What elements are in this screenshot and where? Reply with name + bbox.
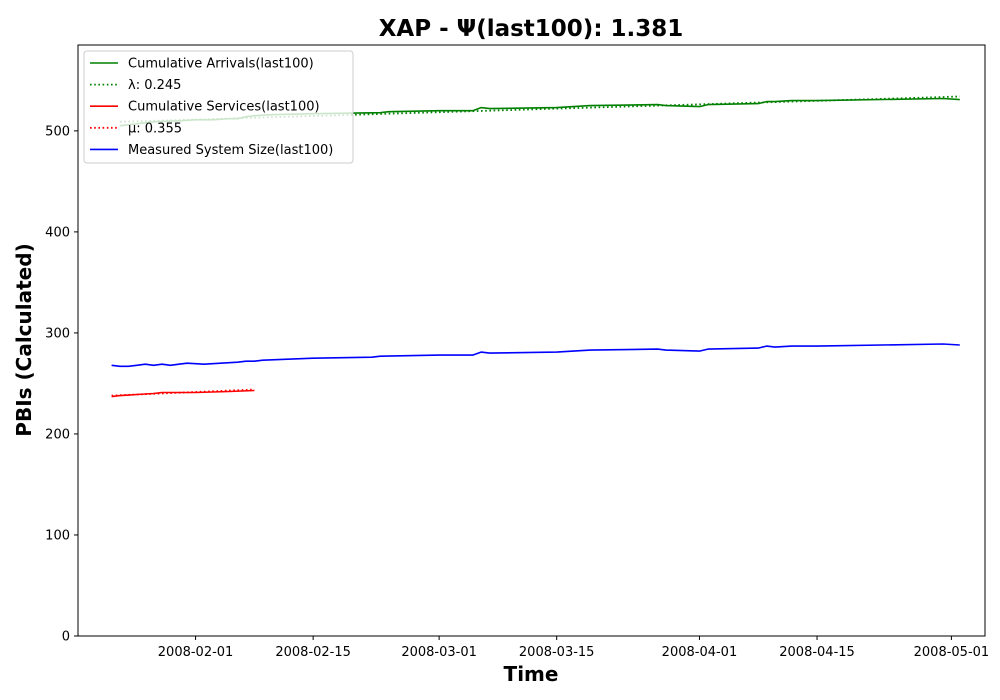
legend-label: Cumulative Services(last100) (128, 100, 320, 115)
x-axis-title: Time (504, 662, 559, 686)
x-tick-label: 2008-04-15 (779, 645, 855, 660)
y-tick-label: 500 (45, 124, 70, 139)
y-tick-label: 100 (45, 528, 70, 543)
legend-label: Measured System Size(last100) (128, 143, 333, 158)
x-axis: 2008-02-01 2008-02-15 2008-03-01 2008-03-15… (158, 636, 989, 660)
legend: Cumulative Arrivals(last100) λ: 0.245 Cumu… (83, 50, 354, 164)
legend-label: λ: 0.245 (128, 78, 181, 93)
y-tick-label: 200 (45, 427, 70, 442)
plot-frame (77, 44, 986, 637)
y-tick-label: 300 (45, 326, 70, 341)
x-tick-label: 2008-03-01 (401, 645, 477, 660)
y-tick-label: 400 (45, 225, 70, 240)
x-tick-label: 2008-02-15 (275, 645, 351, 660)
x-tick-label: 2008-05-01 (914, 645, 990, 660)
y-tick-label: 0 (62, 630, 70, 645)
series-line-measured-system-size-last100 (111, 343, 960, 368)
x-tick-label: 2008-02-01 (158, 645, 234, 660)
y-axis: 0 100 200 300 400 500 (45, 124, 78, 645)
legend-label: Cumulative Arrivals(last100) (128, 57, 314, 72)
legend-frame (83, 50, 354, 164)
series-line-0-355 (111, 388, 255, 397)
y-axis-title: PBIs (Calculated) (12, 243, 36, 436)
x-tick-label: 2008-04-01 (662, 645, 738, 660)
x-tick-label: 2008-03-15 (519, 645, 595, 660)
legend-label: μ: 0.355 (128, 121, 182, 136)
chart-title: XAP - Ψ(last100): 1.381 (379, 16, 684, 42)
